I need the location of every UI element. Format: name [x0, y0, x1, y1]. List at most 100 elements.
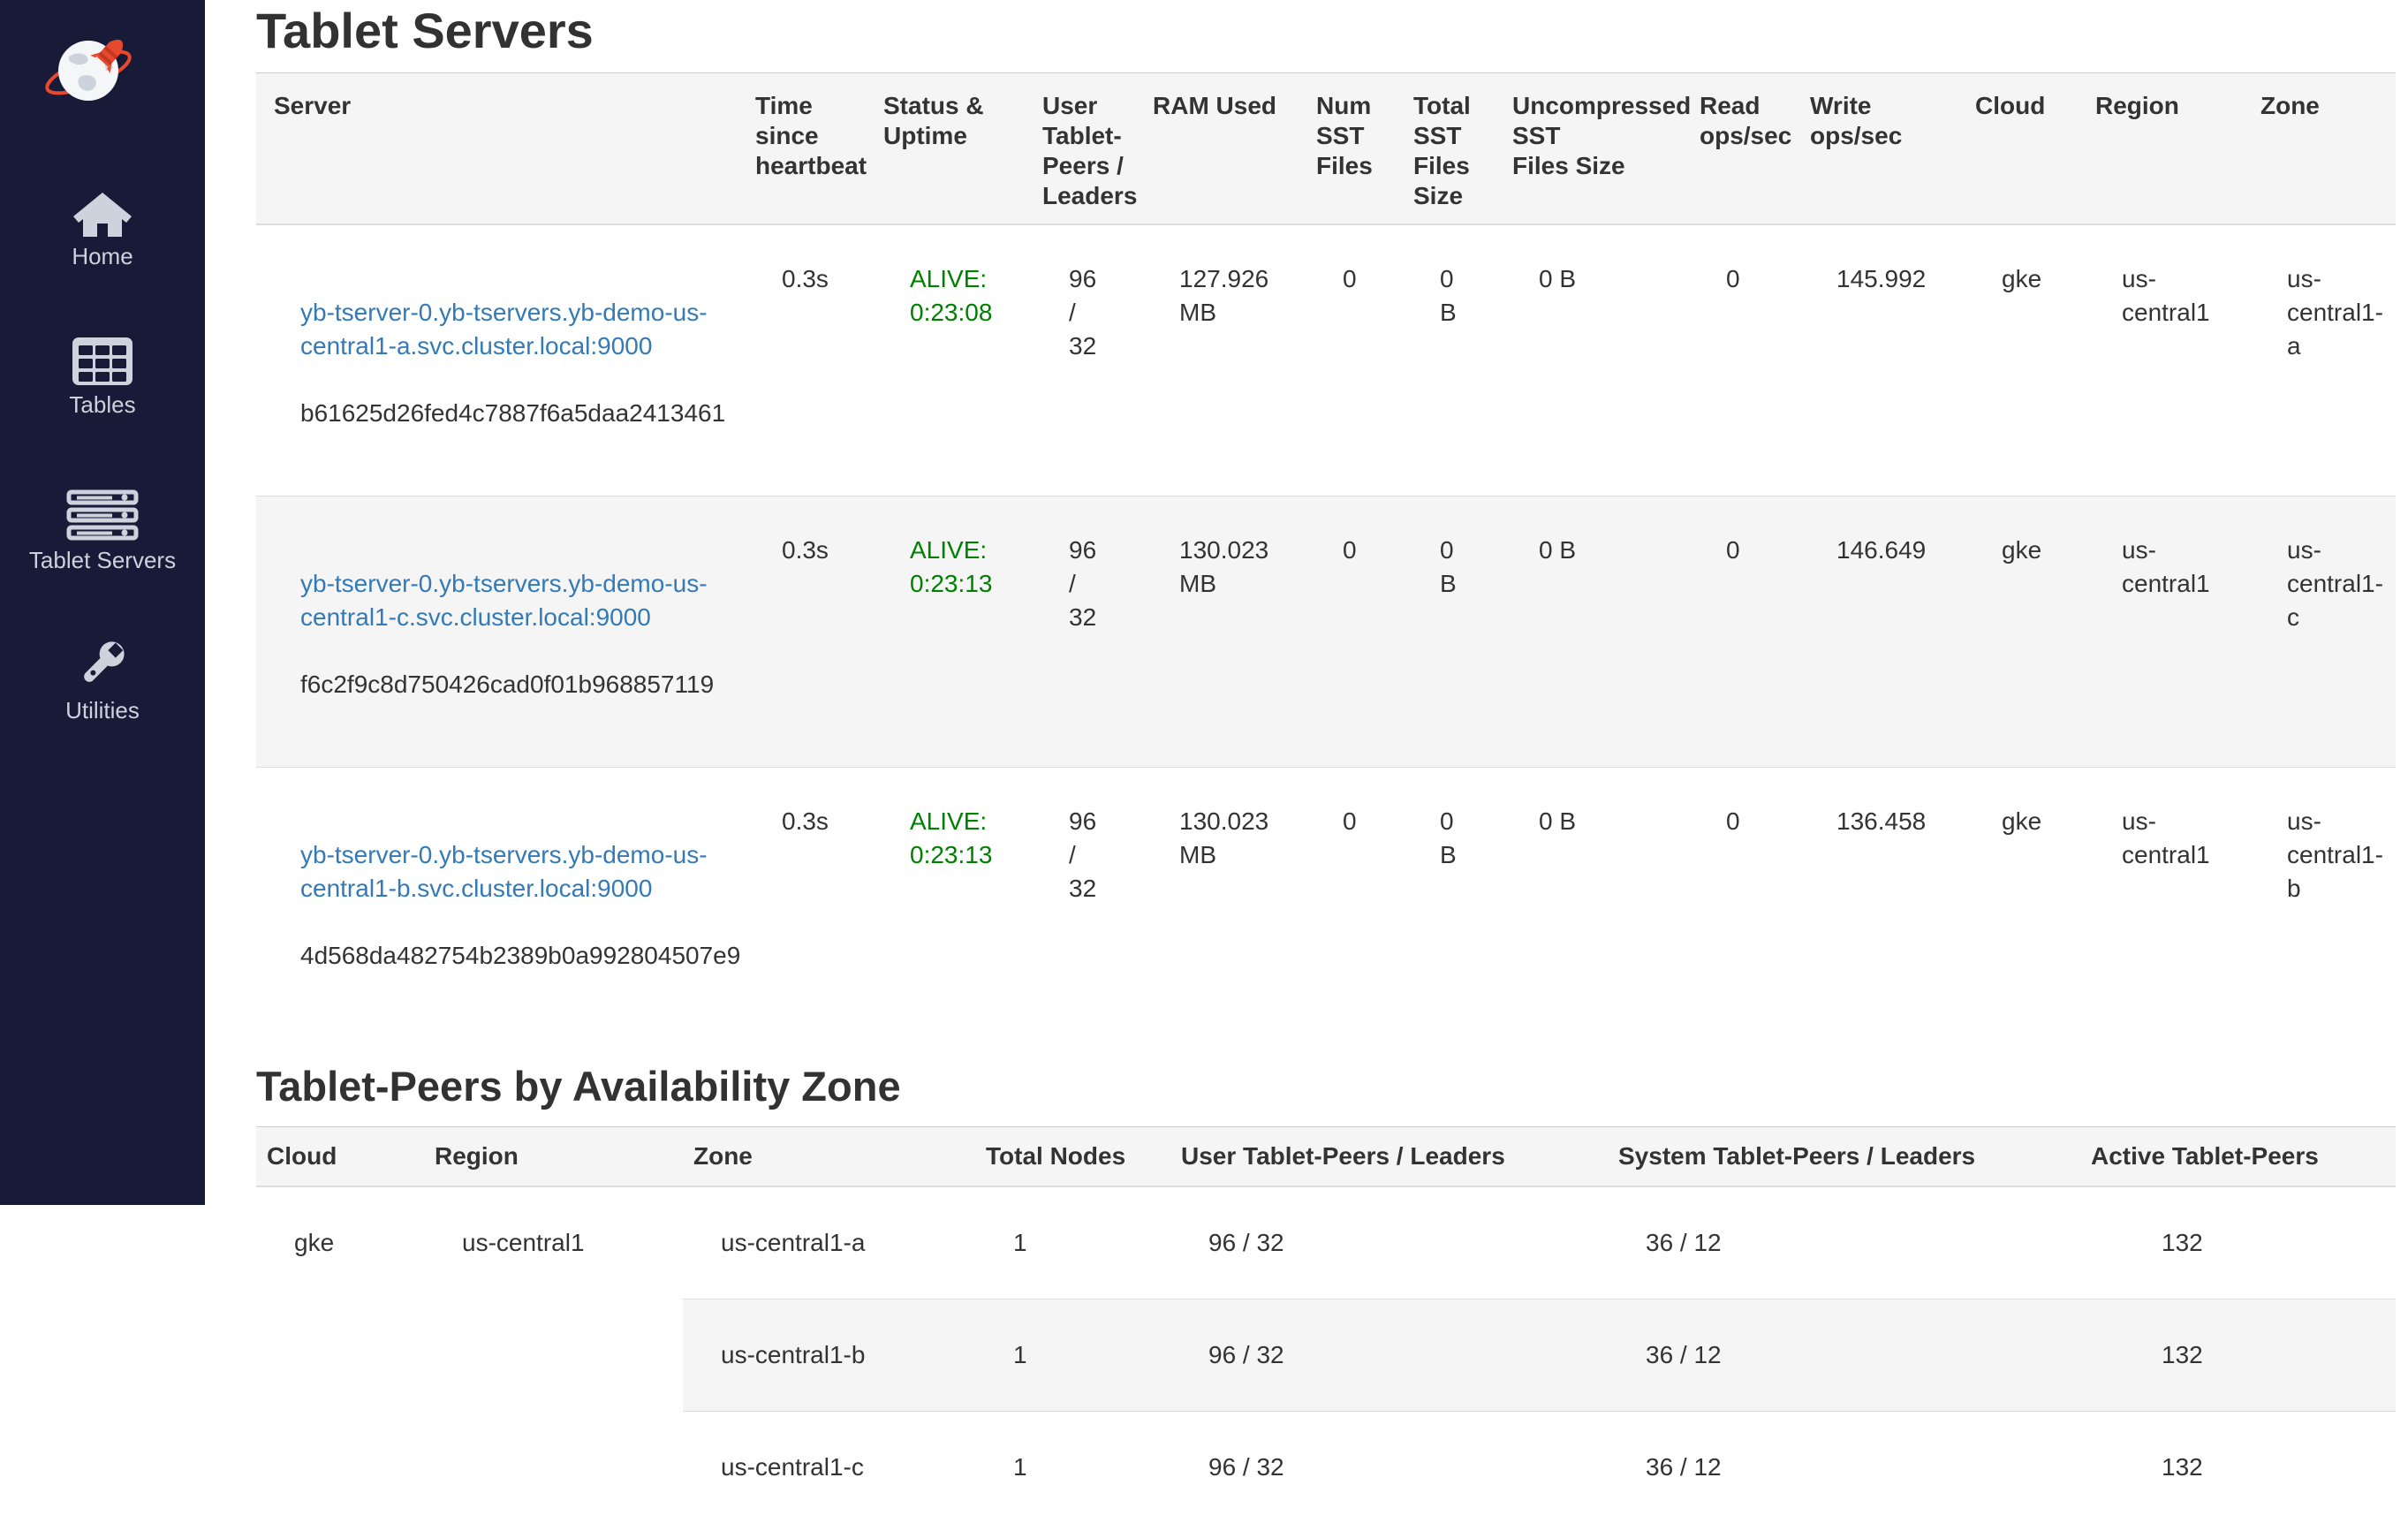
table-row: yb-tserver-0.yb-tservers.yb-demo-us- cen…	[256, 224, 2396, 496]
column-header-ram-used: RAM Used	[1135, 73, 1299, 225]
read-ops-cell: 0	[1682, 496, 1792, 768]
num-sst-files-cell: 0	[1299, 496, 1396, 768]
utilities-icon	[74, 636, 131, 691]
status-uptime-cell: ALIVE: 0:23:13	[866, 496, 1025, 768]
column-header-write-ops: Write ops/sec	[1792, 73, 1957, 225]
column-header-zone: Zone	[683, 1127, 975, 1187]
user-tablet-peers-cell: 96 / 32	[1170, 1412, 1608, 1523]
ram-used-cell: 130.023 MB	[1135, 768, 1299, 1039]
user-tablet-peers-cell: 96 / 32	[1025, 496, 1135, 768]
system-tablet-peers-cell: 36 / 12	[1608, 1299, 2080, 1412]
total-nodes-cell: 1	[975, 1299, 1170, 1412]
zone-cell: us- central1- b	[2243, 768, 2396, 1039]
column-header-status-uptime: Status & Uptime	[866, 73, 1025, 225]
column-header-time-since-heartbeat: Time since heartbeat	[738, 73, 866, 225]
region-cell: us- central1	[2078, 496, 2243, 768]
ram-used-cell: 127.926 MB	[1135, 224, 1299, 496]
user-tablet-peers-cell: 96 / 32	[1170, 1299, 1608, 1412]
column-header-active-tablet-peers: Active Tablet-Peers	[2080, 1127, 2396, 1187]
tserver-link[interactable]: yb-tserver-0.yb-tservers.yb-demo-us- cen…	[300, 567, 731, 634]
column-header-zone: Zone	[2243, 73, 2396, 225]
column-header-region: Region	[424, 1127, 683, 1187]
sidebar-item-label: Utilities	[0, 696, 205, 724]
tserver-link[interactable]: yb-tserver-0.yb-tservers.yb-demo-us- cen…	[300, 296, 731, 363]
total-sst-files-size-cell: 0 B	[1396, 768, 1495, 1039]
system-tablet-peers-cell: 36 / 12	[1608, 1412, 2080, 1523]
user-tablet-peers-cell: 96 / 32	[1025, 768, 1135, 1039]
total-nodes-cell: 1	[975, 1186, 1170, 1299]
uncompressed-sst-files-size-cell: 0 B	[1495, 224, 1682, 496]
home-icon	[71, 193, 134, 237]
tserver-uuid: 4d568da482754b2389b0a992804507e9	[300, 939, 731, 973]
tables-icon	[72, 337, 133, 385]
status-uptime-cell: ALIVE: 0:23:13	[866, 768, 1025, 1039]
column-header-user-tablet-peers: User Tablet-Peers / Leaders	[1170, 1127, 1608, 1187]
table-row: yb-tserver-0.yb-tservers.yb-demo-us- cen…	[256, 768, 2396, 1039]
time-since-heartbeat-cell: 0.3s	[738, 496, 866, 768]
zone-cell: us-central1-a	[683, 1186, 975, 1299]
sidebar: Home Tables Tablet Servers	[0, 0, 205, 1205]
sidebar-item-tables[interactable]: Tables	[0, 337, 205, 419]
table-header-row: Cloud Region Zone Total Nodes User Table…	[256, 1127, 2396, 1187]
column-header-num-sst-files: Num SST Files	[1299, 73, 1396, 225]
write-ops-cell: 146.649	[1792, 496, 1957, 768]
column-header-system-tablet-peers: System Tablet-Peers / Leaders	[1608, 1127, 2080, 1187]
sidebar-item-home[interactable]: Home	[0, 193, 205, 270]
app-logo[interactable]	[42, 32, 134, 108]
uncompressed-sst-files-size-cell: 0 B	[1495, 496, 1682, 768]
total-sst-files-size-cell: 0 B	[1396, 224, 1495, 496]
page-title: Tablet Servers	[256, 4, 2408, 58]
tablet-servers-icon	[66, 489, 139, 541]
column-header-total-sst-files-size: Total SST Files Size	[1396, 73, 1495, 225]
main-content: Tablet Servers Server Time since heartbe…	[205, 0, 2408, 1523]
num-sst-files-cell: 0	[1299, 224, 1396, 496]
section-title-tablet-peers-by-az: Tablet-Peers by Availability Zone	[256, 1063, 2408, 1110]
tablet-peers-by-az-table: Cloud Region Zone Total Nodes User Table…	[256, 1126, 2396, 1523]
time-since-heartbeat-cell: 0.3s	[738, 224, 866, 496]
sidebar-item-label: Tables	[0, 390, 205, 419]
cloud-cell: gke	[1957, 496, 2078, 768]
write-ops-cell: 136.458	[1792, 768, 1957, 1039]
cloud-cell: gke	[256, 1186, 424, 1523]
column-header-total-nodes: Total Nodes	[975, 1127, 1170, 1187]
table-row: yb-tserver-0.yb-tservers.yb-demo-us- cen…	[256, 496, 2396, 768]
read-ops-cell: 0	[1682, 224, 1792, 496]
column-header-region: Region	[2078, 73, 2243, 225]
tserver-link[interactable]: yb-tserver-0.yb-tservers.yb-demo-us- cen…	[300, 838, 731, 905]
time-since-heartbeat-cell: 0.3s	[738, 768, 866, 1039]
user-tablet-peers-cell: 96 / 32	[1170, 1186, 1608, 1299]
cloud-cell: gke	[1957, 768, 2078, 1039]
num-sst-files-cell: 0	[1299, 768, 1396, 1039]
sidebar-item-tablet-servers[interactable]: Tablet Servers	[0, 489, 205, 574]
table-header-row: Server Time since heartbeat Status & Upt…	[256, 73, 2396, 225]
total-nodes-cell: 1	[975, 1412, 1170, 1523]
active-tablet-peers-cell: 132	[2080, 1186, 2396, 1299]
column-header-uncompressed-sst-files-size: Uncompressed SST Files Size	[1495, 73, 1682, 225]
zone-cell: us-central1-c	[683, 1412, 975, 1523]
column-header-read-ops: Read ops/sec	[1682, 73, 1792, 225]
server-cell: yb-tserver-0.yb-tservers.yb-demo-us- cen…	[256, 496, 738, 768]
active-tablet-peers-cell: 132	[2080, 1299, 2396, 1412]
total-sst-files-size-cell: 0 B	[1396, 496, 1495, 768]
zone-cell: us-central1-b	[683, 1299, 975, 1412]
tserver-uuid: b61625d26fed4c7887f6a5daa2413461	[300, 397, 731, 430]
sidebar-item-label: Tablet Servers	[0, 546, 205, 574]
system-tablet-peers-cell: 36 / 12	[1608, 1186, 2080, 1299]
region-cell: us-central1	[424, 1186, 683, 1523]
column-header-user-tablet-peers: User Tablet- Peers / Leaders	[1025, 73, 1135, 225]
uncompressed-sst-files-size-cell: 0 B	[1495, 768, 1682, 1039]
status-uptime-cell: ALIVE: 0:23:08	[866, 224, 1025, 496]
tablet-servers-table: Server Time since heartbeat Status & Upt…	[256, 72, 2396, 1038]
region-cell: us- central1	[2078, 224, 2243, 496]
sidebar-item-utilities[interactable]: Utilities	[0, 636, 205, 724]
write-ops-cell: 145.992	[1792, 224, 1957, 496]
active-tablet-peers-cell: 132	[2080, 1412, 2396, 1523]
server-cell: yb-tserver-0.yb-tservers.yb-demo-us- cen…	[256, 224, 738, 496]
user-tablet-peers-cell: 96 / 32	[1025, 224, 1135, 496]
zone-cell: us- central1- a	[2243, 224, 2396, 496]
yugabytedb-planet-rocket-logo-icon	[42, 32, 134, 108]
table-row: gke us-central1 us-central1-a 1 96 / 32 …	[256, 1186, 2396, 1299]
column-header-cloud: Cloud	[256, 1127, 424, 1187]
region-cell: us- central1	[2078, 768, 2243, 1039]
column-header-server: Server	[256, 73, 738, 225]
